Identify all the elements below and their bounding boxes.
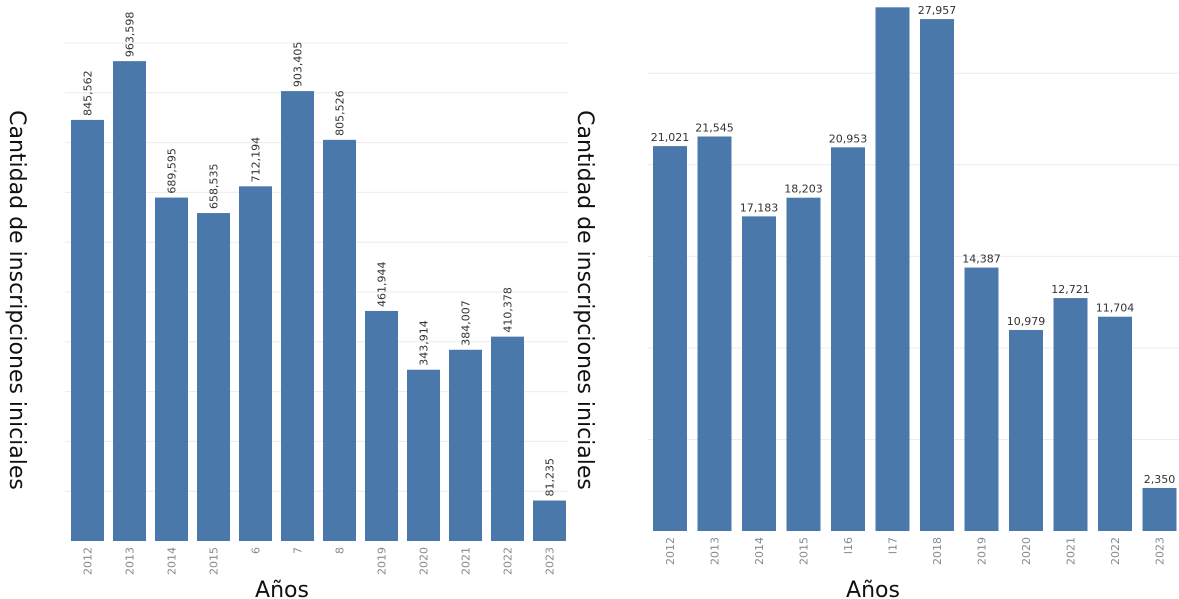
x-tick-label: 7 xyxy=(292,547,305,554)
value-label: 845,562 xyxy=(82,70,95,116)
bar-2022 xyxy=(491,336,524,541)
value-label: 343,914 xyxy=(418,320,431,366)
value-label: 2,350 xyxy=(1144,473,1176,486)
x-tick-label: 6 xyxy=(250,547,263,554)
x-tick-label: 2015 xyxy=(798,537,811,565)
value-label: 712,194 xyxy=(250,137,263,183)
value-label: 10,979 xyxy=(1007,315,1046,328)
bar-2020 xyxy=(1009,329,1043,531)
gridlines xyxy=(648,72,1179,440)
value-label: 805,526 xyxy=(334,90,347,136)
x-tick-label: 2020 xyxy=(418,547,431,575)
value-label: 14,387 xyxy=(962,253,1001,266)
bar-2012 xyxy=(71,119,104,541)
value-label: 410,378 xyxy=(502,287,515,333)
bar-2014 xyxy=(155,197,188,541)
x-tick-label: 2021 xyxy=(460,547,473,575)
value-labels: 21,021 21,545 17,183 18,203 20,953 27,957 14,3… xyxy=(651,4,1176,486)
y-axis-label: Cantidad de inscripciones iniciales xyxy=(4,110,29,490)
bar-2023 xyxy=(1142,487,1177,531)
bar-2019 xyxy=(365,310,398,541)
value-label: 658,535 xyxy=(208,164,221,210)
bar-2021 xyxy=(1053,298,1088,531)
bar-2014 xyxy=(742,216,776,531)
x-tick-label: 2014 xyxy=(166,547,179,575)
x-tick-label: 2013 xyxy=(709,537,722,565)
value-labels: 845,562 963,598 689,595 658,535 712,194 903,4… xyxy=(82,12,557,497)
x-tick-label: 2022 xyxy=(1109,537,1122,565)
bars xyxy=(653,7,1177,532)
x-tick-label: l16 xyxy=(842,537,855,554)
gridlines xyxy=(65,42,568,492)
x-tick-label: 2012 xyxy=(664,537,677,565)
x-tick-labels: 2012 2013 2014 2015 6 7 8 2019 2020 2021 2022 2023 xyxy=(82,547,557,575)
y-axis-label: Cantidad de inscripciones iniciales xyxy=(572,110,597,490)
x-tick-label: 2021 xyxy=(1065,537,1078,565)
bar-l16 xyxy=(831,147,865,532)
bar-6 xyxy=(239,186,272,541)
value-label: 21,545 xyxy=(695,122,734,135)
bar-8 xyxy=(323,139,356,541)
x-tick-label: 2023 xyxy=(1154,537,1167,565)
bar-2015 xyxy=(786,197,821,532)
value-label: 11,704 xyxy=(1096,302,1135,315)
value-label: 18,203 xyxy=(784,183,823,196)
x-tick-label: l17 xyxy=(887,537,900,554)
x-tick-label: 2019 xyxy=(976,537,989,565)
value-label: 689,595 xyxy=(166,148,179,194)
x-tick-label: 2019 xyxy=(376,547,389,575)
bar-2013 xyxy=(113,61,146,541)
bar-2019 xyxy=(964,267,999,531)
value-label: 384,007 xyxy=(460,300,473,346)
x-tick-label: 2018 xyxy=(931,537,944,565)
x-tick-label: 2015 xyxy=(208,547,221,575)
bar-2013 xyxy=(697,136,732,532)
x-tick-label: 2012 xyxy=(82,547,95,575)
x-axis-label: Años xyxy=(846,578,900,599)
x-axis-label: Años xyxy=(255,578,309,599)
chart-right: 21,021 21,545 17,183 18,203 20,953 27,957 14,3… xyxy=(572,4,1179,599)
value-label: 12,721 xyxy=(1051,283,1090,296)
bar-7 xyxy=(281,91,314,541)
chart-left: 845,562 963,598 689,595 658,535 712,194 903,4… xyxy=(4,12,568,599)
value-label: 903,405 xyxy=(292,42,305,88)
bar-2015 xyxy=(197,213,230,542)
value-label: 20,953 xyxy=(829,132,868,145)
bar-2012 xyxy=(653,146,687,531)
bar-2021 xyxy=(449,349,482,541)
bar-l17 xyxy=(875,7,910,531)
bar-2020 xyxy=(407,369,440,541)
bars xyxy=(71,61,566,542)
x-tick-label: 2023 xyxy=(544,547,557,575)
x-tick-labels: 2012 2013 2014 2015 l16 l17 2018 2019 2020 2021 20… xyxy=(664,537,1167,565)
bar-2022 xyxy=(1098,316,1132,531)
bar-2018 xyxy=(920,19,954,532)
value-label: 461,944 xyxy=(376,261,389,307)
x-tick-label: 2020 xyxy=(1020,537,1033,565)
x-tick-label: 2014 xyxy=(753,537,766,565)
value-label: 17,183 xyxy=(740,201,779,214)
value-label: 27,957 xyxy=(918,4,957,17)
x-tick-label: 2022 xyxy=(502,547,515,575)
x-tick-label: 2013 xyxy=(124,547,137,575)
x-tick-label: 8 xyxy=(334,547,347,554)
value-label: 963,598 xyxy=(124,12,137,58)
value-label: 81,235 xyxy=(544,458,557,497)
value-label: 21,021 xyxy=(651,131,690,144)
bar-2023 xyxy=(533,500,566,541)
